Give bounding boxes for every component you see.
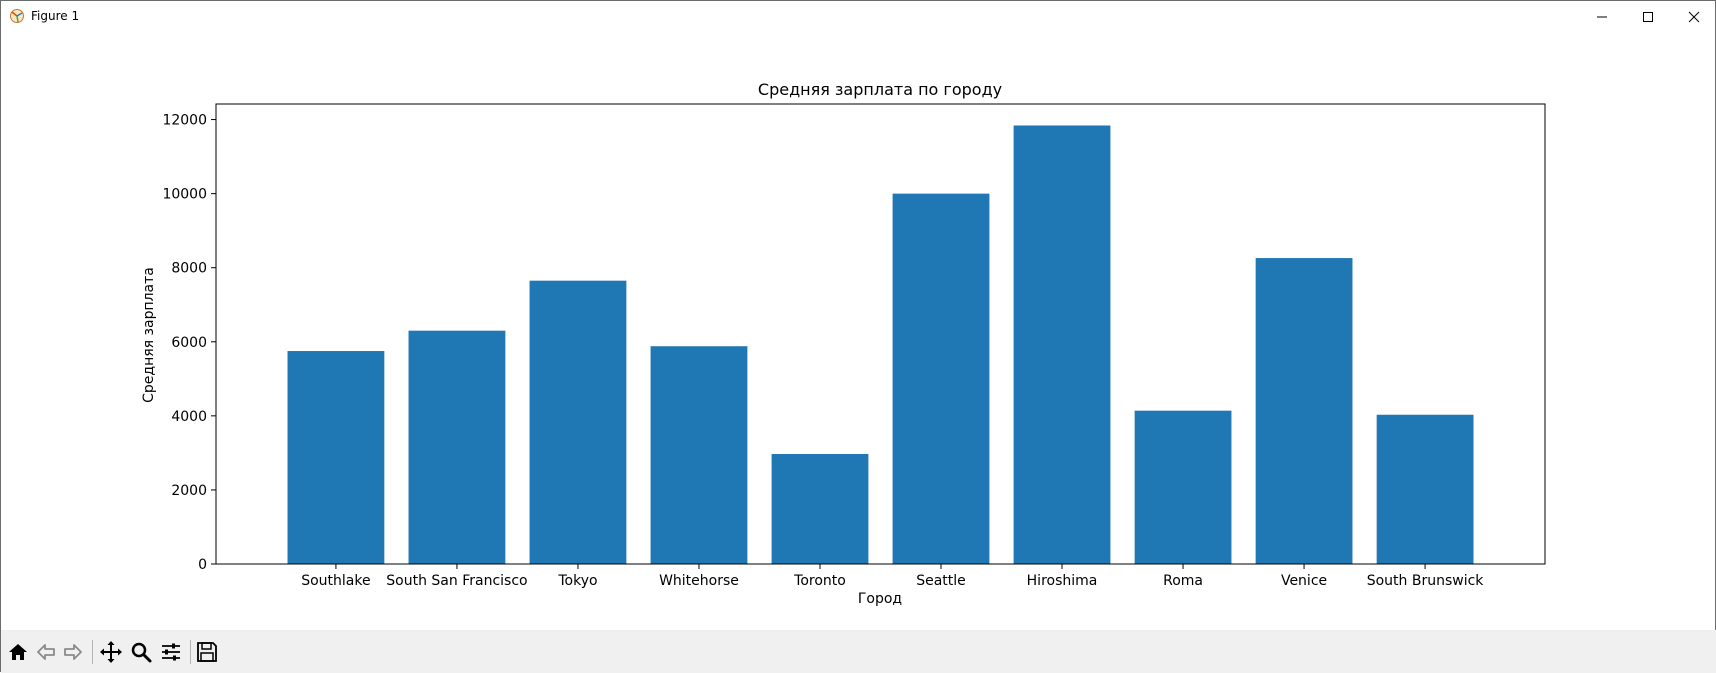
- bar: [1376, 414, 1474, 564]
- y-tick-label: 10000: [162, 187, 207, 203]
- y-tick-label: 12000: [162, 113, 207, 129]
- bar: [529, 280, 627, 564]
- bar: [1134, 410, 1232, 564]
- chart-title: Средняя зарплата по городу: [758, 80, 1002, 99]
- configure-subplots-button[interactable]: [158, 639, 184, 665]
- zoom-icon: [131, 642, 152, 663]
- x-tick-label: Roma: [1163, 573, 1203, 589]
- matplotlib-icon: [10, 9, 24, 23]
- bars-layer: [287, 125, 1474, 565]
- pan-icon: [100, 641, 122, 663]
- y-tick-label: 6000: [171, 335, 207, 351]
- navigation-toolbar: [1, 630, 1716, 673]
- home-button[interactable]: [5, 639, 31, 665]
- x-tick-label: Tokyo: [557, 573, 597, 589]
- y-axis-label: Средняя зарплата: [141, 267, 157, 403]
- close-icon: [1688, 11, 1700, 22]
- pan-button[interactable]: [98, 639, 124, 665]
- bar: [650, 346, 748, 564]
- minimize-icon: [1597, 16, 1607, 17]
- y-axis: 0 2000 4000 6000 8000 10000 12000: [162, 113, 216, 573]
- maximize-icon: [1643, 11, 1653, 22]
- window-title: Figure 1: [31, 9, 80, 23]
- x-axis: Southlake South San Francisco Tokyo Whiteho…: [301, 564, 1484, 589]
- toolbar-separator: [190, 640, 191, 664]
- x-tick-label: Seattle: [916, 573, 966, 589]
- x-tick-label: South San Francisco: [386, 573, 527, 589]
- maximize-button[interactable]: [1625, 1, 1671, 32]
- bar: [408, 330, 506, 564]
- x-tick-label: Venice: [1281, 573, 1327, 589]
- x-tick-label: Whitehorse: [659, 573, 739, 589]
- save-button[interactable]: [194, 639, 220, 665]
- minimize-button[interactable]: [1579, 1, 1625, 32]
- configure-subplots-icon: [162, 643, 180, 661]
- toolbar-separator: [92, 640, 93, 664]
- bar: [287, 351, 385, 564]
- y-tick-label: 0: [198, 557, 207, 573]
- bar: [1255, 258, 1353, 564]
- save-icon: [197, 642, 217, 662]
- y-tick-label: 8000: [171, 261, 207, 277]
- title-bar[interactable]: Figure 1: [1, 1, 1715, 32]
- x-tick-label: Toronto: [793, 573, 846, 589]
- back-button[interactable]: [33, 639, 59, 665]
- forward-button[interactable]: [60, 639, 86, 665]
- y-tick-label: 2000: [171, 483, 207, 499]
- plot-frame: [215, 103, 1546, 565]
- forward-icon: [64, 644, 82, 660]
- back-icon: [37, 644, 55, 660]
- x-axis-label: Город: [858, 591, 902, 607]
- figure-canvas[interactable]: Средняя зарплата по городу Средняя зарпл…: [1, 32, 1716, 630]
- x-tick-label: South Brunswick: [1367, 573, 1485, 589]
- bar: [771, 454, 869, 564]
- bar: [892, 193, 990, 564]
- home-icon: [9, 644, 27, 660]
- x-tick-label: Southlake: [301, 573, 370, 589]
- bar: [1013, 125, 1111, 565]
- x-tick-label: Hiroshima: [1027, 573, 1098, 589]
- zoom-button[interactable]: [128, 639, 154, 665]
- y-tick-label: 4000: [171, 409, 207, 425]
- close-button[interactable]: [1671, 1, 1716, 32]
